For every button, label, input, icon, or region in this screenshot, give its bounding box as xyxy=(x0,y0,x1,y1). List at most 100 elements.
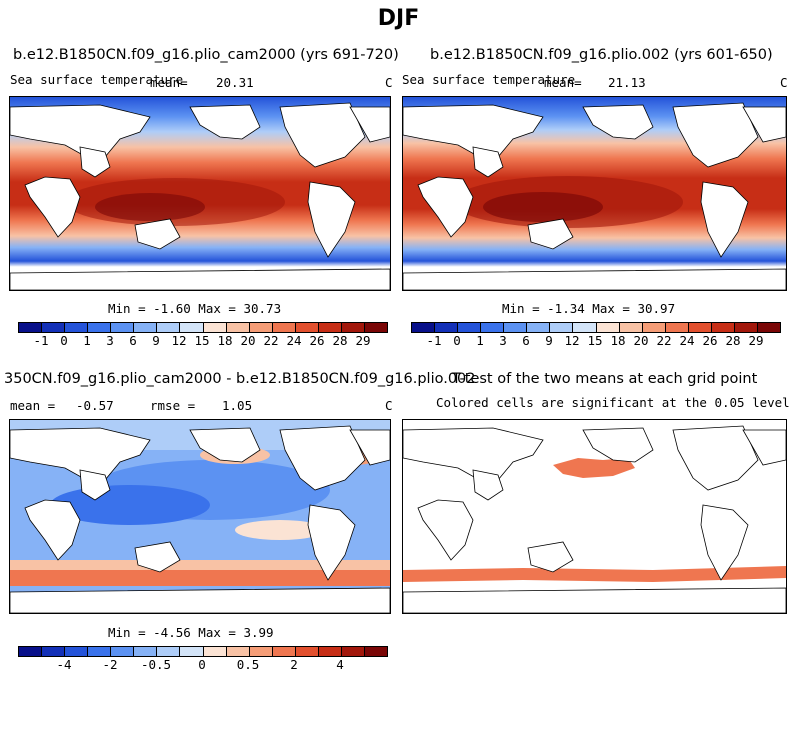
colorbar-tick-label: 22 xyxy=(263,333,279,348)
units-bottom-left: C xyxy=(385,398,393,413)
colorbar-swatch xyxy=(42,647,66,656)
colorbar-swatch xyxy=(665,323,689,332)
panel-title-top-left: b.e12.B1850CN.f09_g16.plio_cam2000 (yrs … xyxy=(13,47,399,63)
colorbar-tick-label: 28 xyxy=(725,333,741,348)
colorbar-tick-label: 0.5 xyxy=(236,657,260,672)
variable-label-top-right: Sea surface temperature xyxy=(402,72,576,87)
colorbar-swatch xyxy=(203,323,227,332)
colorbar-ticks-sst-left: -1 0 1 3 6 9 12 15 18 20 22 24 26 28 29 xyxy=(18,333,386,349)
ttest-significance-map xyxy=(402,419,787,614)
colorbar-swatch xyxy=(65,323,89,332)
panel-title-bottom-left: 350CN.f09_g16.plio_cam2000 - b.e12.B1850… xyxy=(4,371,476,387)
colorbar-swatch xyxy=(573,323,597,332)
colorbar-tick-label: 12 xyxy=(564,333,580,348)
colorbar-swatch xyxy=(180,323,204,332)
colorbar-tick-label: 26 xyxy=(309,333,325,348)
figure-title: DJF xyxy=(377,6,420,31)
colorbar-sst-right xyxy=(411,322,781,333)
colorbar-tick-label: 18 xyxy=(217,333,233,348)
colorbar-swatch xyxy=(642,323,666,332)
colorbar-tick-label: 0 xyxy=(453,333,461,348)
colorbar-tick-label: 6 xyxy=(129,333,137,348)
colorbar-tick-label: 28 xyxy=(332,333,348,348)
colorbar-tick-label: 9 xyxy=(545,333,553,348)
colorbar-swatch xyxy=(504,323,528,332)
colorbar-swatch xyxy=(249,647,273,656)
colorbar-tick-label: 2 xyxy=(290,657,298,672)
colorbar-tick-label: 26 xyxy=(702,333,718,348)
colorbar-tick-label: 29 xyxy=(748,333,764,348)
colorbar-swatch xyxy=(203,647,227,656)
colorbar-tick-label: 15 xyxy=(194,333,210,348)
colorbar-swatch xyxy=(65,647,89,656)
colorbar-tick-label: 9 xyxy=(152,333,160,348)
colorbar-swatch xyxy=(435,323,459,332)
colorbar-swatch xyxy=(341,323,365,332)
colorbar-swatch xyxy=(688,323,712,332)
colorbar-swatch xyxy=(111,323,135,332)
colorbar-swatch xyxy=(111,647,135,656)
colorbar-swatch xyxy=(157,323,181,332)
sst-difference-map xyxy=(9,419,391,614)
colorbar-tick-label: -4 xyxy=(56,657,72,672)
colorbar-swatch xyxy=(550,323,574,332)
colorbar-ticks-difference: -4 -2 -0.5 0 0.5 2 4 xyxy=(18,657,386,673)
mean-value-top-right: 21.13 xyxy=(608,75,646,90)
colorbar-ticks-sst-right: -1 0 1 3 6 9 12 15 18 20 22 24 26 28 29 xyxy=(411,333,779,349)
colorbar-swatch xyxy=(734,323,758,332)
colorbar-tick-label: -1 xyxy=(33,333,49,348)
rmse-label-bottom-left: rmse = xyxy=(150,398,196,413)
colorbar-tick-label: 15 xyxy=(587,333,603,348)
mean-label-top-right: mean= xyxy=(544,75,582,90)
mean-value-top-left: 20.31 xyxy=(216,75,254,90)
colorbar-tick-label: 3 xyxy=(499,333,507,348)
colorbar-swatch xyxy=(226,323,250,332)
colorbar-swatch xyxy=(19,323,43,332)
colorbar-swatch xyxy=(619,323,643,332)
colorbar-tick-label: 20 xyxy=(240,333,256,348)
variable-label-top-left: Sea surface temperature xyxy=(10,72,184,87)
colorbar-swatch xyxy=(272,323,296,332)
colorbar-tick-label: 0 xyxy=(60,333,68,348)
subtitle-bottom-right: Colored cells are significant at the 0.0… xyxy=(436,395,790,410)
colorbar-swatch xyxy=(19,647,43,656)
colorbar-swatch xyxy=(364,323,387,332)
colorbar-tick-label: 18 xyxy=(610,333,626,348)
colorbar-sst-left xyxy=(18,322,388,333)
colorbar-swatch xyxy=(88,323,112,332)
sst-map-plio-cam2000 xyxy=(9,96,391,291)
colorbar-swatch xyxy=(134,647,158,656)
colorbar-swatch xyxy=(757,323,780,332)
colorbar-tick-label: 12 xyxy=(171,333,187,348)
colorbar-tick-label: 24 xyxy=(679,333,695,348)
colorbar-swatch xyxy=(364,647,387,656)
mean-label-bottom-left: mean = xyxy=(10,398,56,413)
colorbar-swatch xyxy=(157,647,181,656)
panel-title-bottom-right: T-test of the two means at each grid poi… xyxy=(452,371,758,387)
colorbar-swatch xyxy=(412,323,436,332)
mean-label-top-left: mean= xyxy=(150,75,188,90)
colorbar-swatch xyxy=(527,323,551,332)
colorbar-tick-label: -2 xyxy=(102,657,118,672)
colorbar-swatch xyxy=(88,647,112,656)
colorbar-tick-label: 24 xyxy=(286,333,302,348)
units-top-right: C xyxy=(780,75,788,90)
colorbar-swatch xyxy=(341,647,365,656)
colorbar-tick-label: 6 xyxy=(522,333,530,348)
units-top-left: C xyxy=(385,75,393,90)
rmse-value-bottom-left: 1.05 xyxy=(222,398,253,413)
colorbar-swatch xyxy=(272,647,296,656)
colorbar-swatch xyxy=(711,323,735,332)
minmax-bottom-left: Min = -4.56 Max = 3.99 xyxy=(108,625,274,640)
panel-title-top-right: b.e12.B1850CN.f09_g16.plio.002 (yrs 601-… xyxy=(430,47,773,63)
colorbar-tick-label: 1 xyxy=(83,333,91,348)
colorbar-swatch xyxy=(318,647,342,656)
colorbar-swatch xyxy=(596,323,620,332)
colorbar-tick-label: 1 xyxy=(476,333,484,348)
colorbar-swatch xyxy=(295,323,319,332)
mean-value-bottom-left: -0.57 xyxy=(76,398,114,413)
colorbar-swatch xyxy=(295,647,319,656)
colorbar-tick-label: 4 xyxy=(336,657,344,672)
colorbar-tick-label: 0 xyxy=(198,657,206,672)
colorbar-swatch xyxy=(226,647,250,656)
